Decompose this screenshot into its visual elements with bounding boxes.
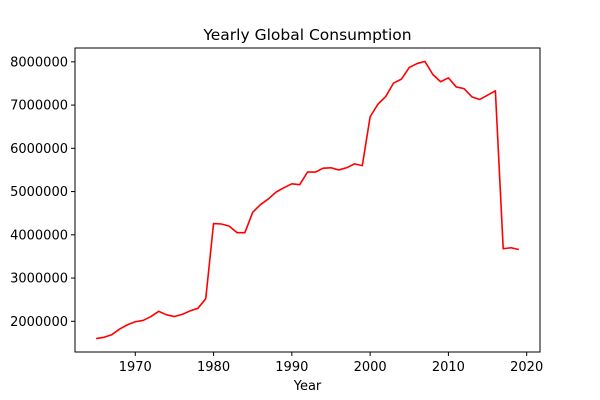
y-tick-label: 6000000: [10, 142, 68, 157]
x-axis-label: Year: [293, 379, 322, 394]
y-tick-label: 5000000: [10, 185, 68, 200]
x-tick-label: 2000: [354, 360, 387, 375]
y-tick-label: 3000000: [10, 272, 68, 287]
y-tick-label: 2000000: [10, 315, 68, 330]
y-tick-label: 8000000: [10, 55, 68, 70]
y-tick-label: 7000000: [10, 99, 68, 114]
chart-title: Yearly Global Consumption: [202, 26, 411, 44]
x-tick-label: 1970: [119, 360, 152, 375]
consumption-line: [96, 60, 520, 340]
x-tick-label: 1990: [275, 360, 308, 375]
y-tick-label: 4000000: [10, 228, 68, 243]
series-lines: [96, 60, 520, 340]
x-axis-ticks: 1970 1980 1990 2000 2010 2020: [119, 352, 543, 375]
x-tick-label: 2010: [432, 360, 465, 375]
plot-area-frame: [74, 47, 541, 353]
x-tick-label: 2020: [510, 360, 543, 375]
y-axis-ticks: 2000000 3000000 4000000 5000000 6000000 70000…: [10, 55, 75, 330]
x-tick-label: 1980: [197, 360, 230, 375]
